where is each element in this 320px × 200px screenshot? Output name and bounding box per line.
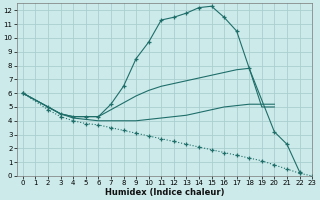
X-axis label: Humidex (Indice chaleur): Humidex (Indice chaleur) <box>105 188 224 197</box>
